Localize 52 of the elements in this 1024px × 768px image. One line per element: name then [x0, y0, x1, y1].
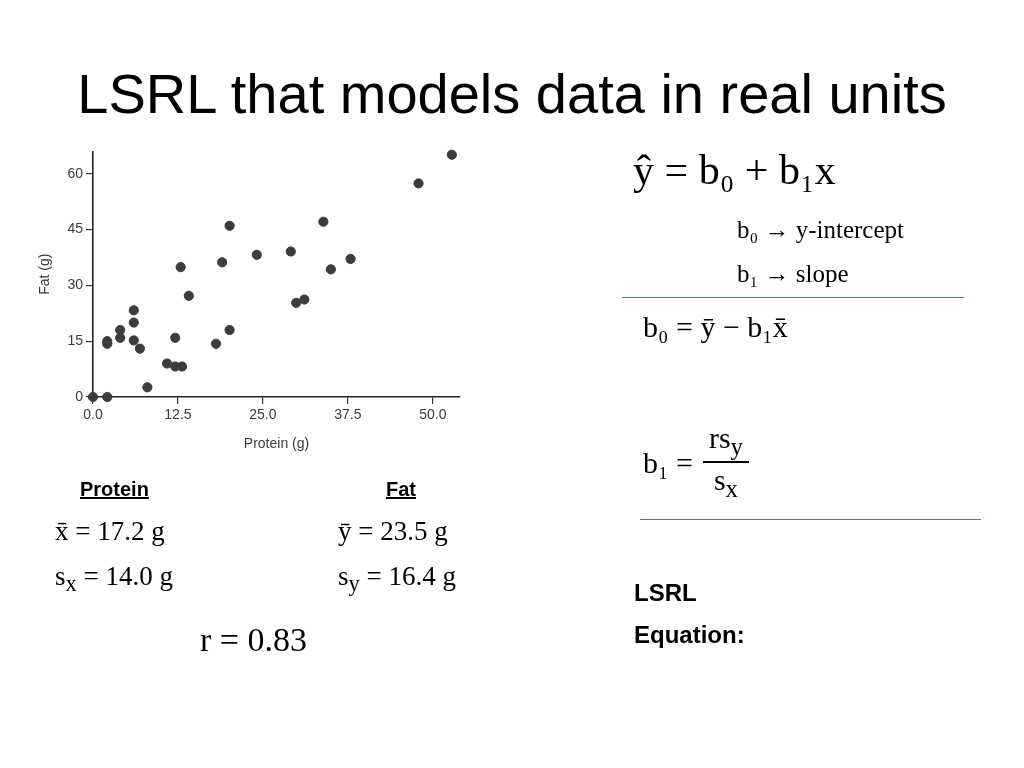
text: s$_{y}$ = 16.4 g [338, 561, 456, 598]
point [128, 317, 139, 328]
point [87, 391, 99, 403]
text: r = 0.83 [200, 620, 307, 660]
x-tick-label: 0.0 [83, 406, 103, 423]
y-tick-label: 30 [67, 276, 84, 293]
y-tick-label: 0 [75, 387, 84, 404]
text: rs$_{y}$ [707, 421, 745, 462]
text: b₁ → slope [737, 260, 849, 289]
text: LSRL Equation: [634, 578, 746, 650]
point [128, 305, 139, 316]
text: Fat [386, 478, 416, 501]
point [291, 297, 302, 308]
point [413, 178, 424, 189]
point [285, 246, 296, 257]
text: b₁ = [643, 446, 693, 481]
point [299, 294, 310, 305]
text: x̄ = 17.2 g [55, 516, 165, 548]
text: b₀ → y-intercept [737, 216, 904, 245]
point [210, 338, 222, 349]
point [161, 358, 173, 369]
x-axis-title: Protein (g) [243, 435, 310, 452]
text: ŷ = b₀ + b₁x [633, 146, 836, 195]
point [183, 290, 194, 301]
y-tick-label: 45 [67, 220, 84, 237]
text: Protein [80, 478, 149, 501]
point [318, 216, 329, 227]
y-tick-label: 60 [67, 164, 84, 181]
point [102, 391, 113, 403]
x-tick-label: 37.5 [334, 406, 362, 423]
chart-title: LSRL that models data in real units [76, 62, 948, 125]
text: b₀ = ȳ − b₁x̄ [643, 310, 788, 345]
point [217, 257, 228, 268]
text: ȳ = 23.5 g [338, 516, 448, 548]
text: s$_{x}$ [712, 463, 740, 504]
x-tick-label: 25.0 [249, 406, 277, 423]
point [134, 343, 145, 354]
point [345, 253, 356, 265]
x-tick-label: 12.5 [164, 406, 192, 423]
point [142, 382, 153, 393]
point [170, 332, 181, 343]
x-tick-label: 50.0 [419, 406, 447, 423]
point [224, 220, 235, 231]
point [325, 264, 336, 275]
y-axis-title: Fat (g) [36, 253, 53, 295]
point [251, 249, 262, 260]
point [128, 335, 139, 346]
y-tick-label: 15 [67, 332, 84, 349]
text: s$_{x}$ = 14.0 g [55, 561, 173, 598]
point [446, 149, 457, 160]
point [224, 324, 235, 336]
point [175, 262, 186, 273]
